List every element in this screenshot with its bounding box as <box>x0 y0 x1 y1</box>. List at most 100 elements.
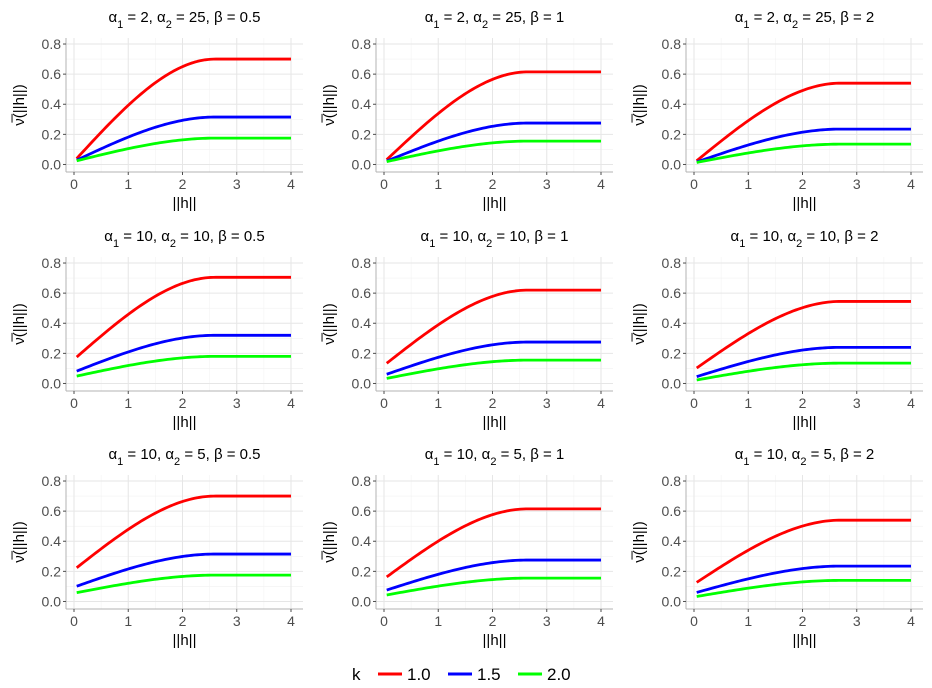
x-tick-label: 1 <box>434 176 442 192</box>
x-tick-label: 0 <box>70 613 78 629</box>
series-line-k-1.0 <box>695 518 911 584</box>
y-tick-label: 0.0 <box>662 156 682 172</box>
y-tick-label: 0.6 <box>42 66 62 82</box>
x-tick-label: 3 <box>233 395 241 411</box>
y-tick-label: 0.0 <box>42 593 62 609</box>
x-tick-label: 4 <box>287 613 295 629</box>
series-line-k-1.5 <box>386 558 601 592</box>
x-axis-title: ||h|| <box>483 195 507 212</box>
y-axis-title: ν̅(||h||) <box>321 84 338 125</box>
x-tick-label: 2 <box>799 395 807 411</box>
x-tick-label: 2 <box>179 395 187 411</box>
series-line-k-2.0 <box>76 573 291 595</box>
x-tick-label: 1 <box>434 395 442 411</box>
x-tick-label: 4 <box>907 176 915 192</box>
panel-title: α1 = 10, α2 = 5, β = 0.5 <box>108 446 260 468</box>
panel-title: α1 = 10, α2 = 5, β = 1 <box>425 446 565 468</box>
x-tick-label: 3 <box>853 395 861 411</box>
x-tick-label: 3 <box>233 613 241 629</box>
x-tick-label: 2 <box>179 613 187 629</box>
series-line-k-2.0 <box>386 358 601 380</box>
panel-9: 0.0 0.2 0.4 0.6 0.8 0 1 2 3 4 ||h|| ν̅(||h||) α1 = 1… <box>631 446 923 649</box>
x-axis-title: ||h|| <box>793 632 817 649</box>
series-line-k-1.5 <box>76 115 291 162</box>
x-tick-label: 4 <box>907 613 915 629</box>
panel-2: 0.0 0.2 0.4 0.6 0.8 0 1 2 3 4 ||h|| ν̅(||h||) α1 = 2… <box>321 9 613 212</box>
series-line-k-1.0 <box>695 81 911 162</box>
x-tick-label: 4 <box>907 395 915 411</box>
x-tick-label: 3 <box>543 176 551 192</box>
x-tick-label: 2 <box>489 176 497 192</box>
x-tick-label: 0 <box>380 176 388 192</box>
x-tick-label: 4 <box>597 176 605 192</box>
y-tick-label: 0.4 <box>662 96 682 112</box>
y-axis-title: ν̅(||h||) <box>631 84 648 125</box>
y-tick-label: 0.0 <box>662 375 682 391</box>
series-line-k-1.0 <box>385 507 601 579</box>
legend-label-k-2.0: 2.0 <box>547 665 571 684</box>
y-tick-label: 0.2 <box>42 345 62 361</box>
panel-7: 0.0 0.2 0.4 0.6 0.8 0 1 2 3 4 ||h|| ν̅(||h||) α1 = 1… <box>11 446 303 649</box>
y-tick-label: 0.2 <box>352 563 372 579</box>
series-line-k-1.5 <box>386 340 601 376</box>
x-axis-title: ||h|| <box>793 414 817 431</box>
x-tick-label: 1 <box>744 613 752 629</box>
y-tick-label: 0.6 <box>662 503 682 519</box>
y-tick-label: 0.4 <box>42 533 62 549</box>
y-tick-label: 0.4 <box>352 96 372 112</box>
panel-6: 0.0 0.2 0.4 0.6 0.8 0 1 2 3 4 ||h|| ν̅(||h||) α1 = 1… <box>631 228 923 431</box>
x-axis-title: ||h|| <box>793 195 817 212</box>
y-tick-label: 0.0 <box>352 593 372 609</box>
x-tick-label: 0 <box>380 613 388 629</box>
panel-title: α1 = 10, α2 = 5, β = 2 <box>735 446 875 468</box>
y-axis-title: ν̅(||h||) <box>631 521 648 562</box>
y-axis-title: ν̅(||h||) <box>11 303 28 344</box>
x-tick-label: 0 <box>690 395 698 411</box>
panel-title: α1 = 10, α2 = 10, β = 2 <box>731 228 879 250</box>
x-tick-label: 4 <box>287 176 295 192</box>
x-tick-label: 1 <box>744 176 752 192</box>
y-tick-label: 0.8 <box>662 36 682 52</box>
y-axis-title: ν̅(||h||) <box>11 84 28 125</box>
x-tick-label: 1 <box>434 613 442 629</box>
x-tick-label: 0 <box>70 176 78 192</box>
series-line-k-1.0 <box>75 494 291 569</box>
series-line-k-1.0 <box>75 275 291 359</box>
y-tick-label: 0.2 <box>42 563 62 579</box>
x-tick-label: 3 <box>543 395 551 411</box>
panel-8: 0.0 0.2 0.4 0.6 0.8 0 1 2 3 4 ||h|| ν̅(||h||) α1 = 1… <box>321 446 613 649</box>
y-tick-label: 0.6 <box>42 285 62 301</box>
panel-title: α1 = 10, α2 = 10, β = 0.5 <box>104 228 264 250</box>
x-tick-label: 3 <box>853 176 861 192</box>
panel-title: α1 = 2, α2 = 25, β = 0.5 <box>108 9 260 31</box>
x-tick-label: 2 <box>489 613 497 629</box>
x-tick-label: 4 <box>597 395 605 411</box>
x-axis-title: ||h|| <box>173 195 197 212</box>
x-tick-label: 3 <box>853 613 861 629</box>
y-tick-label: 0.8 <box>42 255 62 271</box>
y-tick-label: 0.2 <box>352 126 372 142</box>
x-tick-label: 4 <box>597 613 605 629</box>
x-tick-label: 1 <box>124 176 132 192</box>
x-tick-label: 1 <box>124 395 132 411</box>
y-tick-label: 0.4 <box>662 315 682 331</box>
series-line-k-2.0 <box>696 142 911 164</box>
x-axis-title: ||h|| <box>173 632 197 649</box>
series-line-k-1.5 <box>76 552 291 588</box>
y-tick-label: 0.0 <box>662 593 682 609</box>
series-line-k-2.0 <box>76 354 291 378</box>
x-tick-label: 0 <box>380 395 388 411</box>
y-tick-label: 0.6 <box>352 66 372 82</box>
x-tick-label: 2 <box>489 395 497 411</box>
x-tick-label: 2 <box>179 176 187 192</box>
y-tick-label: 0.0 <box>42 375 62 391</box>
y-tick-label: 0.6 <box>662 285 682 301</box>
y-axis-title: ν̅(||h||) <box>11 521 28 562</box>
series-line-k-2.0 <box>76 136 291 163</box>
y-tick-label: 0.8 <box>42 473 62 489</box>
y-tick-label: 0.8 <box>352 36 372 52</box>
x-tick-label: 1 <box>124 613 132 629</box>
panels: 0.0 0.2 0.4 0.6 0.8 0 1 2 3 4 ||h|| ν̅(||h||) α1 = 2… <box>11 9 923 649</box>
y-tick-label: 0.4 <box>662 533 682 549</box>
